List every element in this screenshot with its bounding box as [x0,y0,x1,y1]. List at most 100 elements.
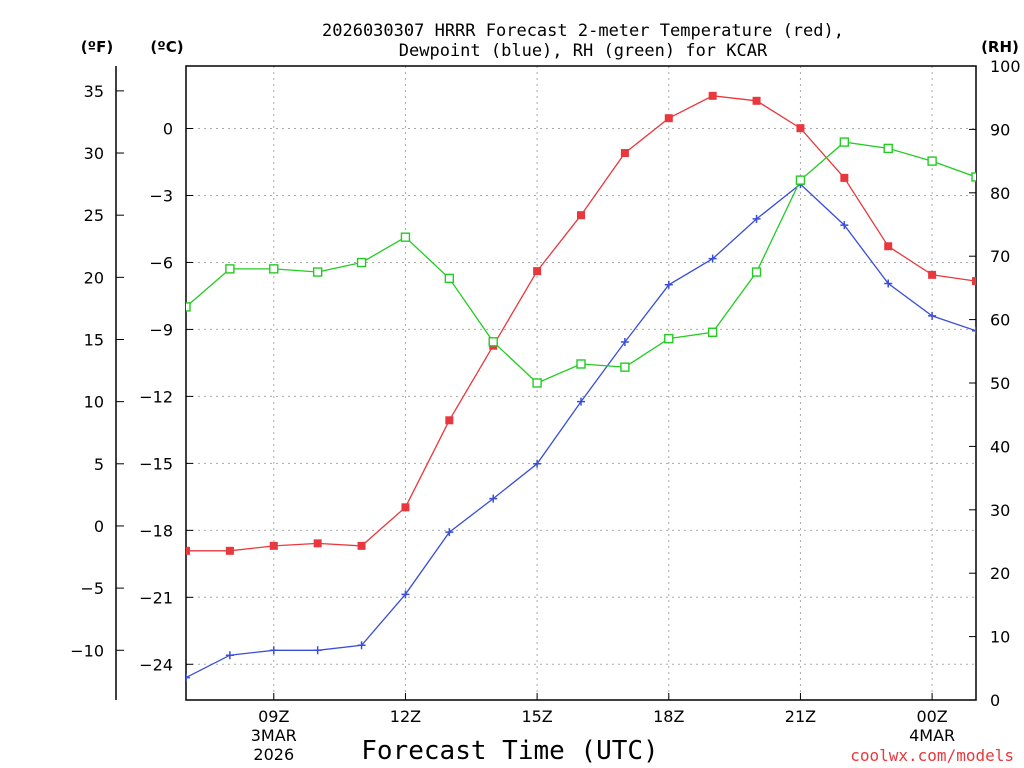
fahrenheit-tick-label: 25 [84,206,104,225]
x-tick-label: 00Z [916,707,947,726]
temperature-point [664,114,673,123]
rh-point [707,327,718,337]
celsius-axis: 0 −3 −6 −9 −12 −15 −18 −21 −24 [139,120,193,674]
rh-tick-label: 40 [990,437,1010,456]
rh-tick-label: 0 [990,691,1000,710]
fahrenheit-tick-label: 0 [94,517,104,536]
temperature-point [269,541,278,550]
dewpoint-point [752,214,761,223]
fahrenheit-tick-label: 35 [84,82,104,101]
dewpoint-point [884,279,893,288]
dewpoint-point [445,528,454,537]
temperature-point [225,546,234,555]
dewpoint-point [225,651,234,660]
temperature-point [708,91,717,100]
dewpoint-point [357,641,366,650]
chart-subtitle: Dewpoint (blue), RH (green) for KCAR [399,41,768,61]
temperature-point [313,539,322,548]
series-group [186,91,976,682]
dewpoint-point [620,337,629,346]
temperature-point [796,124,805,133]
fahrenheit-tick-label: 15 [84,330,104,349]
celsius-tick-label: −3 [149,186,173,205]
temperature-point [401,503,410,512]
rh-tick-label: 50 [990,374,1010,393]
dewpoint-point [972,326,976,335]
dewpoint-point [401,590,410,599]
fahrenheit-tick-label: 30 [84,144,104,163]
rh-point [839,137,850,147]
x-tick-label: 18Z [653,707,684,726]
temperature-point [840,173,849,182]
x-tick-date-label: 4MAR [909,726,955,745]
celsius-tick-label: −15 [139,454,173,473]
temperature-point [620,149,629,158]
rh-point [186,302,191,312]
celsius-tick-label: −21 [139,588,173,607]
temperature-point [186,546,190,555]
rh-tick-label: 100 [990,57,1021,76]
fahrenheit-tick-label: −5 [80,579,104,598]
temperature-point [752,96,761,105]
rh-point [532,378,542,388]
rh-point [356,257,367,268]
dewpoint-point [269,646,278,655]
celsius-unit-label: (ºC) [150,38,183,56]
rh-point [620,362,630,372]
rh-tick-label: 60 [990,311,1010,330]
rh-tick-label: 30 [990,501,1010,520]
x-tick-label: 12Z [390,707,421,726]
series-layer [186,91,976,682]
chart-title: 2026030307 HRRR Forecast 2-meter Tempera… [322,21,844,41]
rh-point [400,232,411,242]
temperature-point [884,242,893,251]
rh-tick-label: 80 [990,184,1010,203]
fahrenheit-tick-label: 10 [84,393,104,412]
temperature-point [972,277,976,286]
dewpoint-point [928,311,937,320]
rh-tick-label: 20 [990,564,1010,583]
temperature-point [928,270,937,279]
dewpoint-point [489,494,498,503]
celsius-tick-label: −12 [139,387,173,406]
dewpoint-point [313,646,322,655]
x-axis-label: Forecast Time (UTC) [361,736,658,766]
rh-tick-label: 70 [990,247,1010,266]
rh-point [664,333,674,344]
celsius-tick-label: −24 [139,655,173,674]
rh-point [576,359,586,369]
rh-tick-label: 90 [990,120,1010,139]
credit-label: coolwx.com/models [850,746,1014,765]
x-tick-label: 15Z [521,707,552,726]
temperature-point [533,267,542,276]
rh-point [444,273,455,284]
x-tick-label: 21Z [785,707,816,726]
rh-point [751,267,762,277]
celsius-tick-label: −18 [139,521,173,540]
dewpoint-point [708,254,717,263]
x-tick-date-label: 3MAR [251,726,297,745]
x-tick-label: 09Z [258,707,289,726]
dewpoint-point [664,280,673,289]
dewpoint-point [840,221,849,230]
rh-point [795,175,806,185]
rh-point [883,143,893,154]
dewpoint-point [186,673,190,682]
rh-point [971,172,976,182]
x-tick-year-label: 2026 [253,745,294,764]
dewpoint-point [533,459,542,468]
dewpoint-point [577,397,585,406]
temperature-point [577,211,585,220]
fahrenheit-tick-label: 20 [84,268,104,287]
rh-point [488,337,498,347]
temperature-point [357,541,366,550]
rh-point [225,264,235,274]
celsius-tick-label: −6 [149,253,173,272]
celsius-tick-label: −9 [149,320,173,339]
fahrenheit-axis: 35 30 25 20 15 10 5 0 −5 −10 [70,82,124,660]
temperature-point [445,416,454,425]
